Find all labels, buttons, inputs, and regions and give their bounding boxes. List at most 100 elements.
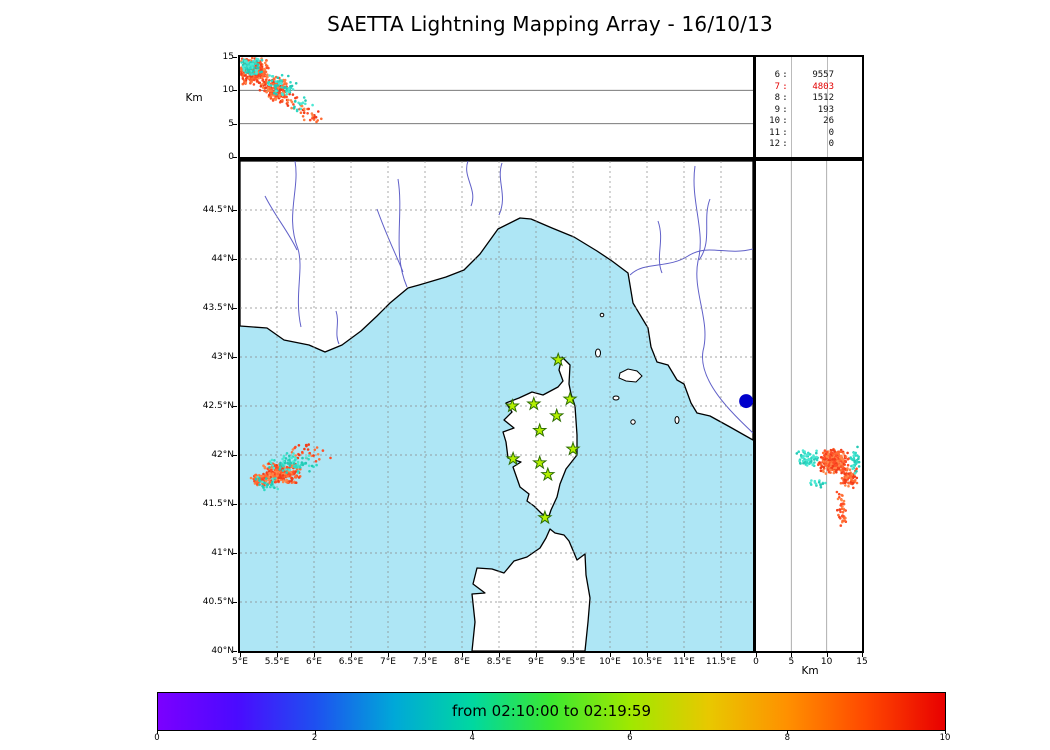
- tick-label: 10.5°E: [631, 657, 663, 667]
- station-star: [504, 397, 520, 413]
- station-star: [549, 407, 565, 423]
- top-panel-ylabel: Km: [185, 92, 203, 104]
- tick-mark: [233, 602, 237, 603]
- tick-mark: [233, 259, 237, 260]
- tick-mark: [721, 653, 722, 657]
- tick-label: 0: [228, 152, 234, 162]
- tick-mark: [462, 653, 463, 657]
- tick-label: 11°E: [673, 657, 695, 667]
- tick-label: 8°E: [454, 657, 470, 667]
- tick-label: 15: [856, 657, 868, 667]
- tick-label: 43.5°N: [202, 303, 234, 313]
- colorbar-label: from 02:10:00 to 02:19:59: [451, 702, 651, 720]
- station-star: [565, 441, 581, 456]
- map-panel: [238, 159, 755, 653]
- stats-row: 7:4803: [774, 81, 834, 92]
- stats-row: 12:0: [769, 139, 834, 149]
- tick-label: 43°N: [211, 352, 234, 362]
- colorbar-tick-label: 4: [469, 733, 475, 743]
- stats-row: 6:9557: [774, 70, 834, 80]
- tick-mark: [791, 653, 793, 657]
- tick-mark: [157, 731, 158, 734]
- altitude-longitude-panel: [238, 55, 755, 159]
- altitude-count-list: 6:9557 7:4803 8:1512 9:193 10:26 11:0 12:0: [756, 70, 862, 151]
- station-star: [532, 454, 548, 470]
- tick-mark: [945, 731, 946, 734]
- tick-label: 41°N: [211, 548, 234, 558]
- corsica: [502, 356, 578, 517]
- tick-label: 9.5°E: [560, 657, 586, 667]
- station-star: [505, 450, 521, 466]
- island-gorgona: [599, 312, 605, 318]
- tick-label: 7°E: [380, 657, 396, 667]
- tick-mark: [233, 504, 237, 505]
- tick-label: 42.5°N: [202, 401, 234, 411]
- tick-mark: [862, 653, 863, 657]
- tick-mark: [233, 553, 237, 554]
- altitude-latitude-panel: [754, 159, 864, 653]
- blue-marker: [739, 394, 753, 409]
- station-star: [550, 351, 566, 367]
- tick-label: 10: [222, 85, 234, 96]
- tick-mark: [233, 157, 237, 158]
- lightning-scatter-altitude-latitude: [795, 445, 861, 527]
- island-elba: [618, 368, 643, 383]
- right-panel-xlabel: Km: [801, 665, 819, 677]
- island-montecristo: [630, 419, 636, 425]
- page-title: SAETTA Lightning Mapping Array - 16/10/1…: [327, 12, 773, 36]
- colorbar-tick-label: 10: [939, 733, 951, 743]
- tick-label: 6.5°E: [338, 657, 364, 667]
- tick-mark: [787, 731, 789, 734]
- station-star: [526, 395, 542, 411]
- tick-label: 10°E: [599, 657, 621, 667]
- tick-mark: [425, 653, 426, 657]
- tick-label: 15: [222, 52, 234, 62]
- colorbar-tick-label: 0: [154, 733, 160, 743]
- tick-mark: [233, 357, 237, 358]
- tick-mark: [233, 406, 237, 407]
- tick-mark: [388, 653, 389, 657]
- tick-label: 8.5°E: [486, 657, 512, 667]
- tick-label: 7.5°E: [412, 657, 438, 667]
- tick-label: 6°E: [306, 657, 322, 667]
- station-star: [540, 466, 556, 482]
- tick-mark: [314, 653, 315, 657]
- tick-mark: [756, 653, 757, 657]
- tick-mark: [233, 123, 237, 125]
- tick-mark: [314, 731, 316, 734]
- colorbar-tick-label: 2: [311, 733, 318, 743]
- lightning-scatter-altitude-longitude: [240, 57, 323, 124]
- stats-row: 11:0: [769, 127, 834, 138]
- tick-mark: [573, 653, 574, 657]
- stats-row: 10:26: [769, 116, 834, 126]
- tick-mark: [233, 210, 237, 211]
- tick-label: 5: [228, 118, 234, 129]
- island-giglio: [674, 416, 680, 424]
- tick-label: 44.5°N: [202, 205, 234, 215]
- tick-label: 5.5°E: [264, 657, 290, 667]
- tick-mark: [629, 731, 631, 734]
- stats-row: 8:1512: [774, 93, 834, 103]
- mainland-coast: [240, 161, 753, 441]
- tick-mark: [610, 653, 611, 657]
- station-star: [532, 422, 548, 438]
- tick-mark: [233, 651, 237, 652]
- sardinia: [471, 528, 591, 651]
- tick-label: 11.5°E: [705, 657, 737, 667]
- tick-mark: [233, 90, 237, 92]
- tick-label: 44°N: [211, 254, 234, 264]
- tick-label: 41.5°N: [202, 499, 234, 509]
- tick-mark: [826, 653, 828, 657]
- tick-label: 9°E: [528, 657, 544, 667]
- lightning-scatter-map: [249, 443, 332, 492]
- tick-mark: [536, 653, 537, 657]
- tick-label: 5: [788, 657, 795, 667]
- tick-label: 40.5°N: [202, 597, 234, 607]
- tick-label: 42°N: [211, 450, 234, 460]
- tick-mark: [233, 308, 237, 309]
- tick-mark: [472, 731, 474, 734]
- colorbar-tick-label: 6: [627, 733, 633, 743]
- gridline: [827, 57, 828, 157]
- island-pianosa: [612, 395, 620, 401]
- tick-label: 5°E: [232, 657, 248, 667]
